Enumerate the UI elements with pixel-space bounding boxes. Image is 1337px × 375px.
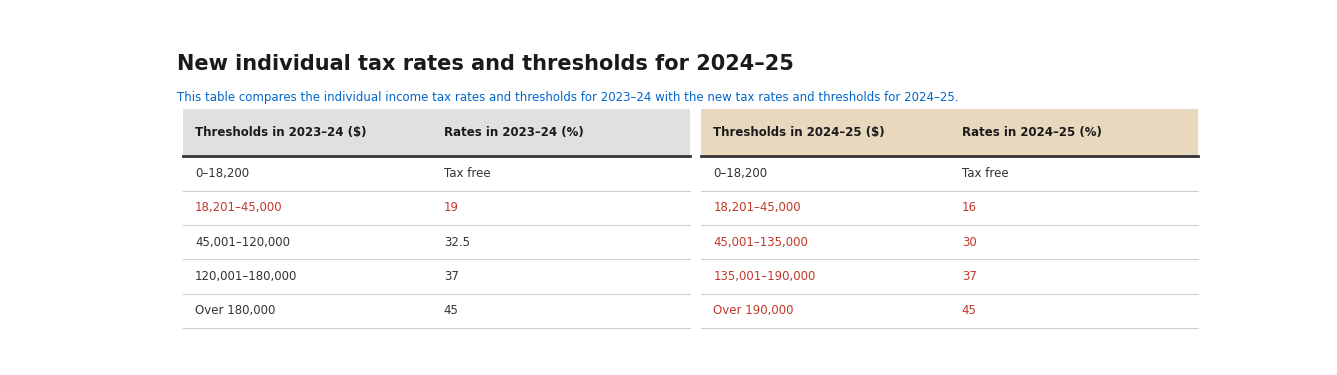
Text: 45: 45	[444, 304, 459, 317]
Text: Thresholds in 2024–25 ($): Thresholds in 2024–25 ($)	[713, 126, 885, 139]
Text: 32.5: 32.5	[444, 236, 469, 249]
Text: 16: 16	[961, 201, 977, 214]
Text: 45: 45	[961, 304, 977, 317]
Text: 45,001–120,000: 45,001–120,000	[195, 236, 290, 249]
Text: 19: 19	[444, 201, 459, 214]
Text: 30: 30	[961, 236, 976, 249]
Text: 37: 37	[961, 270, 977, 283]
Text: Over 180,000: Over 180,000	[195, 304, 275, 317]
Text: Thresholds in 2023–24 ($): Thresholds in 2023–24 ($)	[195, 126, 366, 139]
Text: 0–18,200: 0–18,200	[713, 167, 767, 180]
Text: Rates in 2023–24 (%): Rates in 2023–24 (%)	[444, 126, 583, 139]
Text: 37: 37	[444, 270, 459, 283]
Text: 45,001–135,000: 45,001–135,000	[713, 236, 808, 249]
Text: Tax free: Tax free	[444, 167, 491, 180]
Text: Rates in 2024–25 (%): Rates in 2024–25 (%)	[961, 126, 1102, 139]
Text: Tax free: Tax free	[961, 167, 1008, 180]
Bar	[183, 108, 690, 156]
Text: 18,201–45,000: 18,201–45,000	[195, 201, 282, 214]
Text: This table compares the individual income tax rates and thresholds for 2023–24 w: This table compares the individual incom…	[178, 91, 959, 104]
Text: 0–18,200: 0–18,200	[195, 167, 249, 180]
Text: New individual tax rates and thresholds for 2024–25: New individual tax rates and thresholds …	[178, 54, 794, 74]
Text: 135,001–190,000: 135,001–190,000	[713, 270, 816, 283]
Bar	[701, 108, 1198, 156]
Text: 18,201–45,000: 18,201–45,000	[713, 201, 801, 214]
Text: 120,001–180,000: 120,001–180,000	[195, 270, 297, 283]
Text: Over 190,000: Over 190,000	[713, 304, 794, 317]
